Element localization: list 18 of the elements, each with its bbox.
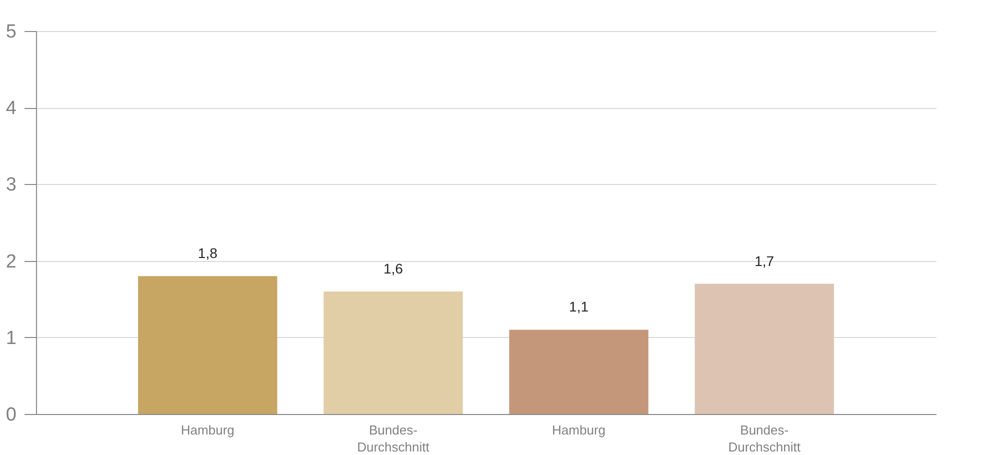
bar [324, 291, 463, 414]
bar [138, 276, 278, 414]
data-label: 1,1 [569, 298, 589, 315]
bar [509, 330, 648, 414]
y-tick-label: 2 [6, 251, 16, 272]
x-tick-label: Bundes-Durchschnitt [357, 422, 430, 454]
data-label: 1,6 [383, 260, 404, 276]
bar [694, 284, 834, 414]
y-tick-label: 4 [6, 98, 17, 120]
x-tick-label: Hamburg [552, 422, 606, 438]
data-label: 1,8 [198, 245, 218, 262]
data-label: 1,7 [754, 252, 774, 269]
x-tick-label: Hamburg [180, 422, 234, 438]
y-tick-label: 0 [6, 404, 16, 426]
x-tick-label: Bundes-Durchschnitt [728, 422, 801, 454]
y-tick-label: 1 [6, 328, 16, 349]
y-tick-label: 3 [6, 174, 16, 196]
y-tick-label: 5 [6, 22, 16, 42]
